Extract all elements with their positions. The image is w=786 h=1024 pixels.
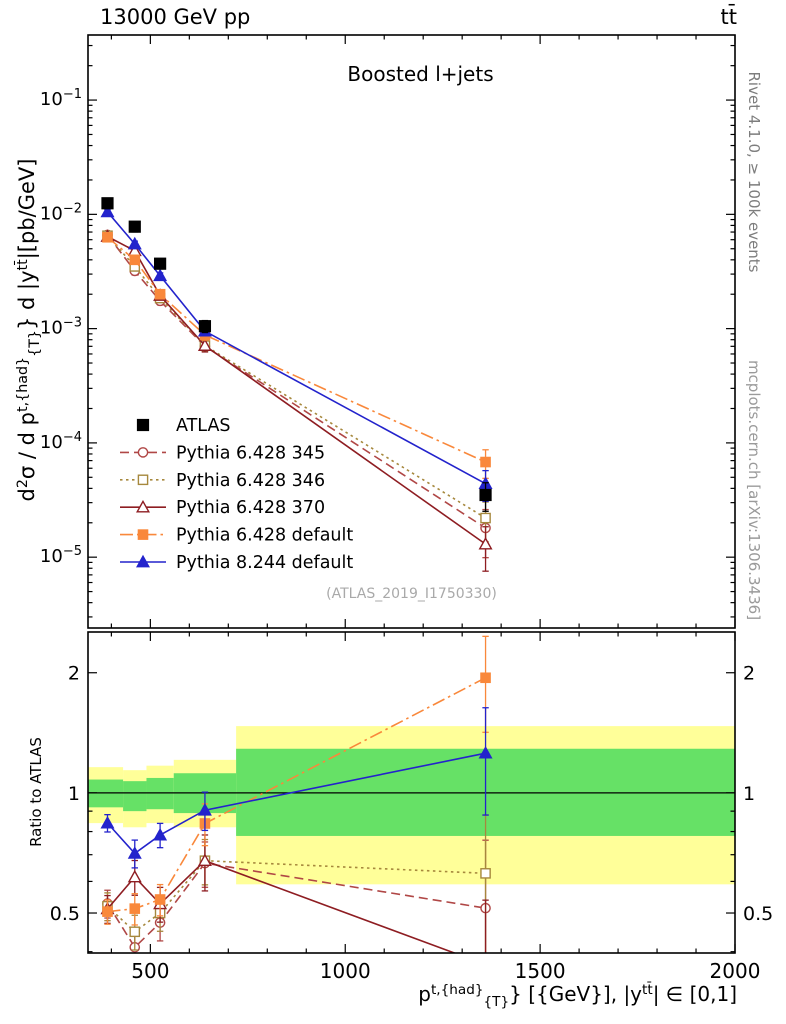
observable-title: Boosted l+jets (347, 62, 494, 86)
circle-marker (137, 447, 149, 458)
triangle-marker (136, 499, 150, 513)
square-marker (154, 257, 167, 270)
top-panel-series (100, 197, 493, 572)
square-marker (480, 512, 491, 524)
ratio-uncertainty-bands (88, 726, 735, 885)
square-marker (129, 254, 141, 266)
beam-energy-title: 13000 GeV pp (100, 5, 251, 29)
ratio-panel-frame (87, 631, 736, 954)
x-tick-label: 2000 (710, 959, 761, 983)
top-y-tick-label: 10−4 (40, 430, 82, 453)
square-marker (101, 197, 114, 210)
triangle-marker (153, 268, 168, 282)
ratio-y-tick-label: 2 (68, 663, 80, 685)
square-marker (136, 418, 150, 432)
square-marker (480, 456, 491, 468)
square-marker (198, 320, 212, 333)
ratio-panel-series (100, 635, 493, 969)
triangle-marker (127, 869, 142, 883)
analysis-id-watermark: (ATLAS_2019_I1750330) (326, 586, 497, 602)
triangle-marker (197, 853, 212, 867)
triangle-marker (480, 959, 492, 969)
triangle-marker (127, 236, 142, 250)
square-marker (129, 926, 141, 938)
square-marker (129, 903, 141, 914)
ratio-y-tick-label-right: 0.5 (743, 903, 773, 925)
ratio-y-tick-label: 0.5 (50, 903, 80, 925)
top-panel-frame (87, 34, 736, 629)
top-y-tick-label: 10−5 (40, 544, 82, 567)
top-y-tick-label: 10−3 (40, 316, 82, 339)
process-title: tt̄ (720, 5, 737, 29)
legend-entry-label: Pythia 6.428 346 (176, 471, 325, 491)
ratio-y-tick-label: 1 (68, 783, 80, 805)
x-tick-label: 500 (131, 959, 169, 983)
square-marker (479, 488, 492, 502)
square-marker (128, 220, 141, 233)
legend-entry-label: Pythia 8.244 default (176, 553, 353, 573)
legend-entry-label: ATLAS (176, 416, 231, 436)
band-green (123, 781, 147, 812)
axis-ticks: 10−1 10−2 10−3 10−4 10−5 0.5 0.5 1 1 2 2 500 1000 150… (40, 35, 773, 983)
square-marker (102, 906, 113, 917)
triangle-marker (478, 745, 493, 759)
triangle-marker (100, 815, 115, 829)
triangle-marker (100, 204, 115, 218)
square-marker (137, 474, 149, 486)
ratio-y-tick-label-right: 1 (743, 783, 755, 805)
triangle-marker (127, 846, 142, 859)
legend-entry-label: Pythia 6.428 345 (176, 443, 325, 463)
top-y-tick-label: 10−2 (40, 201, 82, 224)
legend: ATLAS Pythia 6.428 345 Pythia 6.428 346 Pyt… (120, 416, 353, 573)
square-marker (154, 894, 166, 905)
top-y-tick-label: 10−1 (40, 87, 82, 110)
ratio-y-tick-label-right: 2 (743, 663, 755, 685)
square-marker (102, 231, 113, 243)
series-line (106, 236, 486, 463)
x-axis-label: pt,{had}{T}} [{GeV}], |ytt̄| ∈ [0,1] (418, 982, 737, 1010)
band-green (146, 777, 174, 810)
ratio-series-line (106, 859, 486, 933)
triangle-marker (478, 536, 493, 550)
triangle-marker (136, 554, 150, 568)
legend-entry-label: Pythia 6.428 default (176, 526, 353, 546)
triangle-marker (197, 338, 212, 351)
square-marker (154, 288, 166, 300)
square-marker (480, 672, 491, 684)
square-marker (480, 868, 491, 879)
triangle-marker (197, 802, 212, 816)
x-tick-label: 1500 (515, 959, 566, 983)
square-marker (137, 529, 149, 540)
x-tick-label: 1000 (320, 959, 371, 983)
legend-entry-label: Pythia 6.428 370 (176, 498, 325, 518)
triangle-marker (153, 827, 168, 841)
